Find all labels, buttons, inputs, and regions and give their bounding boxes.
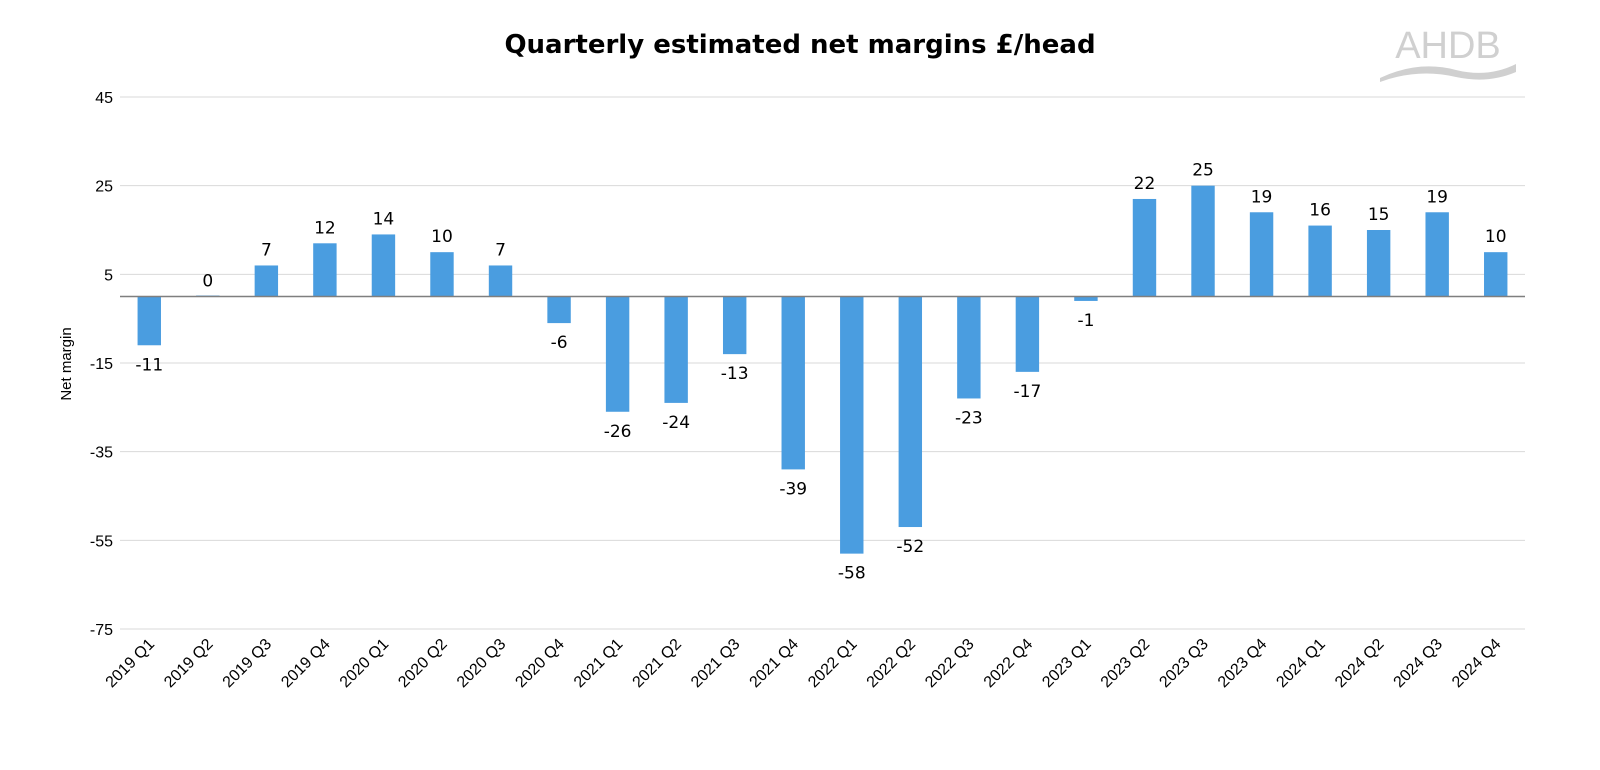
bar <box>605 296 630 412</box>
y-tick-label: 25 <box>95 179 113 196</box>
bar <box>430 252 454 297</box>
bar <box>1249 212 1274 297</box>
bar <box>664 296 688 403</box>
data-label: 10 <box>1485 227 1507 247</box>
data-label: 7 <box>495 240 506 260</box>
x-tick-label: 2022 Q3 <box>922 636 977 691</box>
data-label: 0 <box>202 272 213 292</box>
logo-swoosh <box>1380 64 1516 82</box>
y-tick-label: 45 <box>95 90 113 107</box>
bar <box>722 296 747 355</box>
chart-title: Quarterly estimated net margins £/head <box>504 30 1096 60</box>
bar <box>547 296 571 324</box>
x-tick-label: 2022 Q2 <box>864 636 919 691</box>
data-label: 19 <box>1251 187 1273 207</box>
x-tick-label: 2021 Q4 <box>747 636 802 691</box>
y-tick-label: -55 <box>90 533 113 550</box>
data-label: -24 <box>662 413 690 433</box>
x-tick-label: 2019 Q2 <box>161 636 216 691</box>
x-tick-label: 2019 Q3 <box>220 636 275 691</box>
data-label: 7 <box>261 240 272 260</box>
x-tick-label: 2019 Q1 <box>103 636 158 691</box>
y-tick-label: -35 <box>90 445 113 462</box>
data-label: 22 <box>1134 174 1156 194</box>
bar <box>137 296 161 346</box>
bar <box>1366 230 1391 297</box>
grid-lines <box>120 96 1525 630</box>
data-label: -52 <box>896 537 924 557</box>
data-label: 12 <box>314 218 336 238</box>
x-tick-label: 2021 Q1 <box>571 636 626 691</box>
data-label: -13 <box>721 364 749 384</box>
x-tick-label: 2020 Q1 <box>337 636 392 691</box>
bar <box>1074 296 1098 301</box>
x-tick-label: 2019 Q4 <box>278 636 333 691</box>
data-label: -11 <box>135 355 163 375</box>
x-tick-label: 2023 Q4 <box>1215 636 1270 691</box>
x-tick-label: 2024 Q4 <box>1449 636 1504 691</box>
x-axis-ticks: 2019 Q1 2019 Q2 2019 Q3 2019 Q4 2020 Q1 2020 … <box>103 636 1505 691</box>
data-label: -26 <box>604 422 632 442</box>
x-tick-label: 2023 Q1 <box>1039 636 1094 691</box>
bar <box>957 296 981 399</box>
bar <box>1484 252 1508 297</box>
bar <box>781 296 805 470</box>
data-label: -6 <box>551 333 568 353</box>
x-tick-label: 2021 Q3 <box>688 636 743 691</box>
x-tick-label: 2023 Q2 <box>1098 636 1153 691</box>
data-label: -58 <box>838 564 866 584</box>
bar <box>1308 225 1332 297</box>
x-tick-label: 2024 Q2 <box>1332 636 1387 691</box>
bar <box>1132 198 1157 297</box>
x-tick-label: 2023 Q3 <box>1156 636 1211 691</box>
x-tick-label: 2024 Q3 <box>1391 636 1446 691</box>
data-label: 16 <box>1309 201 1331 221</box>
y-tick-label: -15 <box>90 356 113 373</box>
x-tick-label: 2024 Q1 <box>1274 636 1329 691</box>
bars <box>137 185 1508 554</box>
y-tick-label: 5 <box>104 267 113 284</box>
data-label: -23 <box>955 408 983 428</box>
data-label: -17 <box>1014 382 1042 402</box>
x-tick-label: 2022 Q1 <box>805 636 860 691</box>
bar <box>488 265 513 297</box>
y-tick-label: -75 <box>90 622 113 639</box>
bar <box>371 234 396 297</box>
bar <box>254 265 279 297</box>
bar <box>1191 185 1215 297</box>
bar <box>898 296 923 528</box>
y-axis-title: Net margin <box>58 327 75 400</box>
bar <box>840 296 864 554</box>
x-tick-label: 2021 Q2 <box>630 636 685 691</box>
bar <box>313 243 337 297</box>
logo-text: AHDB <box>1395 25 1501 67</box>
x-tick-label: 2022 Q4 <box>981 636 1036 691</box>
data-label: 19 <box>1426 187 1448 207</box>
x-tick-label: 2020 Q4 <box>512 636 567 691</box>
data-label: 14 <box>373 209 395 229</box>
x-tick-label: 2020 Q3 <box>454 636 509 691</box>
y-axis-ticks: 45 25 5 -15 -35 -55 -75 <box>90 90 113 639</box>
data-label: 25 <box>1192 161 1214 181</box>
bar <box>1425 212 1449 297</box>
data-label: -39 <box>779 479 807 499</box>
bar <box>1015 296 1040 372</box>
x-tick-label: 2020 Q2 <box>395 636 450 691</box>
ahdb-logo: AHDB <box>1380 25 1516 82</box>
data-label: 15 <box>1368 205 1390 225</box>
data-label: 10 <box>431 227 453 247</box>
data-label: -1 <box>1077 311 1094 331</box>
